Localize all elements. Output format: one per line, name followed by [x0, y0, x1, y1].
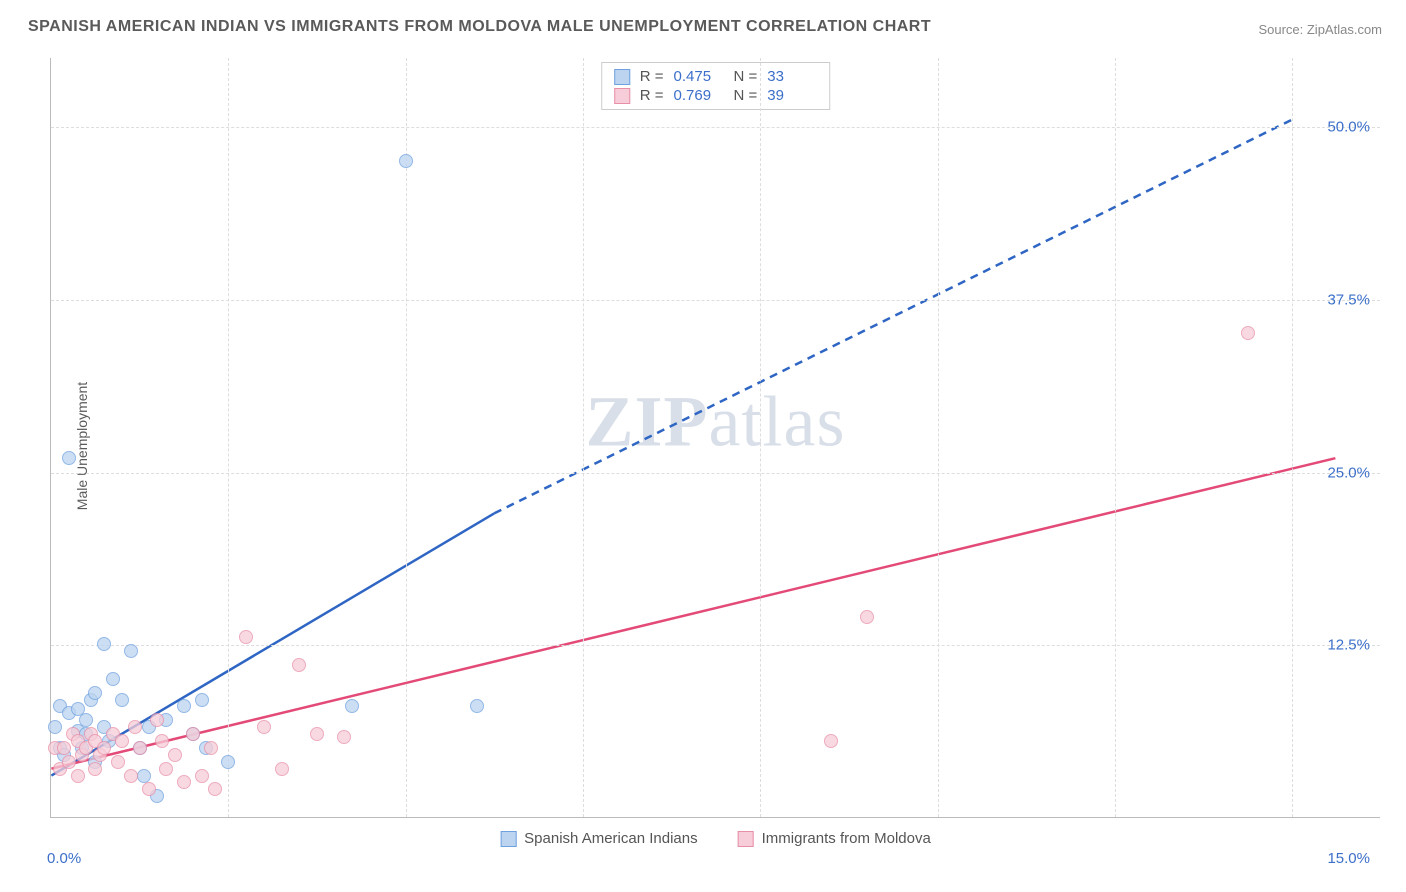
n-label: N =	[734, 87, 758, 104]
n-label: N =	[734, 68, 758, 85]
data-point-mol	[1241, 326, 1255, 340]
data-point-mol	[275, 762, 289, 776]
gridline-v	[228, 58, 229, 817]
watermark: ZIPatlas	[586, 381, 846, 464]
data-point-mol	[186, 727, 200, 741]
data-point-sai	[345, 699, 359, 713]
data-point-sai	[115, 693, 129, 707]
data-point-mol	[115, 734, 129, 748]
data-point-mol	[824, 734, 838, 748]
data-point-sai	[399, 154, 413, 168]
gridline-v	[1115, 58, 1116, 817]
data-point-mol	[168, 748, 182, 762]
gridline-v	[938, 58, 939, 817]
data-point-sai	[177, 699, 191, 713]
stats-row-sai: R = 0.475 N = 33	[614, 67, 818, 86]
trend-lines-svg	[51, 58, 1380, 817]
data-point-mol	[62, 755, 76, 769]
data-point-sai	[195, 693, 209, 707]
data-point-sai	[221, 755, 235, 769]
data-point-mol	[97, 741, 111, 755]
gridline-v	[406, 58, 407, 817]
r-value-mol: 0.769	[674, 87, 724, 104]
data-point-mol	[155, 734, 169, 748]
legend-item-sai: Spanish American Indians	[500, 830, 697, 847]
data-point-mol	[88, 762, 102, 776]
data-point-sai	[97, 637, 111, 651]
stats-legend: R = 0.475 N = 33 R = 0.769 N = 39	[601, 62, 831, 110]
data-point-sai	[48, 720, 62, 734]
watermark-light: atlas	[709, 382, 846, 462]
gridline-v	[583, 58, 584, 817]
y-tick-label: 37.5%	[1327, 291, 1370, 308]
r-value-sai: 0.475	[674, 68, 724, 85]
data-point-sai	[470, 699, 484, 713]
data-point-mol	[124, 769, 138, 783]
y-tick-label: 50.0%	[1327, 119, 1370, 136]
y-tick-label: 12.5%	[1327, 637, 1370, 654]
data-point-sai	[62, 451, 76, 465]
data-point-sai	[88, 686, 102, 700]
legend-label-mol: Immigrants from Moldova	[762, 830, 931, 847]
data-point-mol	[337, 730, 351, 744]
gridline-h	[51, 473, 1380, 474]
data-point-mol	[177, 775, 191, 789]
data-point-mol	[57, 741, 71, 755]
swatch-mol	[614, 88, 630, 104]
gridline-v	[760, 58, 761, 817]
swatch-mol	[738, 831, 754, 847]
data-point-mol	[208, 782, 222, 796]
swatch-sai	[500, 831, 516, 847]
plot-area: ZIPatlas R = 0.475 N = 33 R = 0.769 N = …	[50, 58, 1380, 818]
chart-title: SPANISH AMERICAN INDIAN VS IMMIGRANTS FR…	[28, 18, 931, 36]
data-point-mol	[204, 741, 218, 755]
series-legend: Spanish American Indians Immigrants from…	[500, 830, 931, 847]
x-tick-min: 0.0%	[47, 850, 81, 867]
watermark-bold: ZIP	[586, 382, 709, 462]
data-point-sai	[79, 713, 93, 727]
gridline-h	[51, 645, 1380, 646]
gridline-h	[51, 127, 1380, 128]
data-point-sai	[124, 644, 138, 658]
data-point-mol	[239, 630, 253, 644]
swatch-sai	[614, 69, 630, 85]
data-point-mol	[128, 720, 142, 734]
data-point-mol	[292, 658, 306, 672]
legend-item-mol: Immigrants from Moldova	[738, 830, 931, 847]
y-tick-label: 25.0%	[1327, 464, 1370, 481]
source-attribution: Source: ZipAtlas.com	[1258, 22, 1382, 37]
data-point-mol	[257, 720, 271, 734]
gridline-h	[51, 300, 1380, 301]
data-point-mol	[195, 769, 209, 783]
data-point-mol	[310, 727, 324, 741]
data-point-mol	[111, 755, 125, 769]
r-label: R =	[640, 68, 664, 85]
gridline-v	[1292, 58, 1293, 817]
r-label: R =	[640, 87, 664, 104]
stats-row-mol: R = 0.769 N = 39	[614, 86, 818, 105]
data-point-mol	[860, 610, 874, 624]
data-point-mol	[159, 762, 173, 776]
x-tick-max: 15.0%	[1327, 850, 1370, 867]
data-point-sai	[137, 769, 151, 783]
data-point-sai	[106, 672, 120, 686]
data-point-mol	[150, 713, 164, 727]
n-value-mol: 39	[767, 87, 817, 104]
legend-label-sai: Spanish American Indians	[524, 830, 697, 847]
data-point-mol	[71, 769, 85, 783]
data-point-mol	[142, 782, 156, 796]
n-value-sai: 33	[767, 68, 817, 85]
data-point-mol	[133, 741, 147, 755]
